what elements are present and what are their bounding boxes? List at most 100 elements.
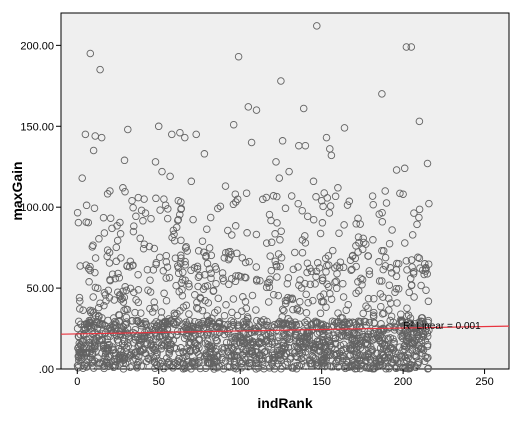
data-point [177,236,185,245]
data-point [227,322,236,330]
data-point [229,200,238,209]
data-point [76,297,84,305]
data-point [297,354,305,363]
data-point [152,321,161,330]
data-point [350,351,358,359]
data-point [260,316,268,324]
data-point [298,248,307,257]
data-point [339,293,348,301]
data-point [110,296,118,304]
data-point [400,164,409,173]
data-point [121,187,129,196]
data-point [312,193,320,201]
data-point [212,336,220,345]
data-point [272,261,280,269]
data-point [343,332,352,341]
data-point [214,294,223,303]
data-point [233,353,242,361]
data-point [378,218,387,226]
data-point [334,309,342,317]
data-point [396,189,404,198]
data-point [112,243,121,252]
data-point [132,317,141,325]
data-point [299,104,308,113]
data-point [248,291,257,300]
data-point [326,362,334,370]
data-point [136,234,144,243]
data-point [115,274,124,282]
data-point [289,265,298,274]
data-point [364,294,373,303]
data-point [274,333,283,341]
data-point [273,343,282,351]
data-point [402,43,411,51]
data-point [226,354,234,362]
data-point [146,276,154,284]
data-point [293,342,301,351]
data-point [170,358,179,367]
data-point [276,236,284,244]
data-point [139,244,148,253]
data-point [179,268,187,277]
data-point [365,270,374,279]
data-point [82,261,90,269]
data-point [260,348,269,356]
data-point [231,277,240,286]
data-point [89,364,98,372]
data-point [219,365,228,373]
data-point [273,219,281,227]
data-point [177,344,185,352]
y-tick-label: 200.00 [20,40,54,52]
data-point [137,347,145,356]
data-point [268,328,277,337]
data-point [294,199,302,208]
data-point [196,364,205,373]
data-point [86,353,95,362]
y-tick-label: 50.00 [26,283,54,295]
x-tick-label: 0 [74,376,80,388]
data-point [301,232,309,240]
data-point [74,363,82,372]
data-point [159,267,168,275]
data-point [194,247,203,255]
data-point [291,342,299,351]
data-point [418,314,427,322]
data-point [288,295,297,304]
data-point [421,260,429,268]
data-point [354,278,362,286]
data-point [192,130,200,139]
data-point [369,329,377,338]
data-point [293,306,302,314]
data-point [91,254,100,262]
data-point [126,284,135,293]
data-point [163,263,172,271]
data-point [390,326,399,334]
data-point [232,198,240,206]
data-point [109,346,118,354]
data-point [381,262,390,270]
data-point [385,281,394,289]
data-point [378,310,387,318]
data-point [385,239,394,248]
data-point [284,293,292,302]
data-point [78,174,86,182]
data-point [418,349,426,357]
data-point [365,353,373,361]
data-point [146,356,154,364]
data-point [177,251,185,260]
data-point [303,212,312,221]
data-point [73,208,82,217]
data-point [327,344,336,352]
data-point [95,358,104,367]
data-point [389,346,397,354]
data-point [306,360,314,368]
data-point [131,308,139,317]
data-point [277,253,286,262]
data-point [222,338,231,347]
data-point [101,328,110,337]
data-point [309,296,317,305]
data-point [130,339,138,347]
data-point [140,240,149,248]
data-point [266,252,274,260]
data-point [302,309,311,317]
